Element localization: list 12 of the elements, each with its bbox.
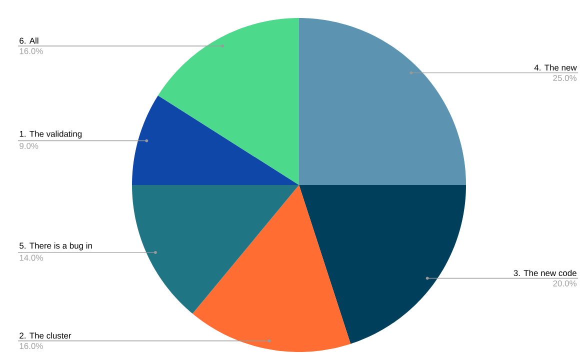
slice-label: 6. All [20,38,38,44]
data-label: 25.0% [553,75,577,81]
data-label: 16.0% [20,343,43,350]
slice-label: 1. The validating [20,130,82,139]
slice-label: 5. There is a bug in [20,242,92,250]
slice-label: 2. The cluster [20,332,72,339]
data-label: 16.0% [20,48,43,54]
data-label: 14.0% [20,254,43,261]
slice-label: 4. The new [534,64,577,71]
data-label: 9.0% [20,142,38,149]
data-label: 20.0% [553,280,577,286]
slice-label: 3. The new code [514,270,576,276]
